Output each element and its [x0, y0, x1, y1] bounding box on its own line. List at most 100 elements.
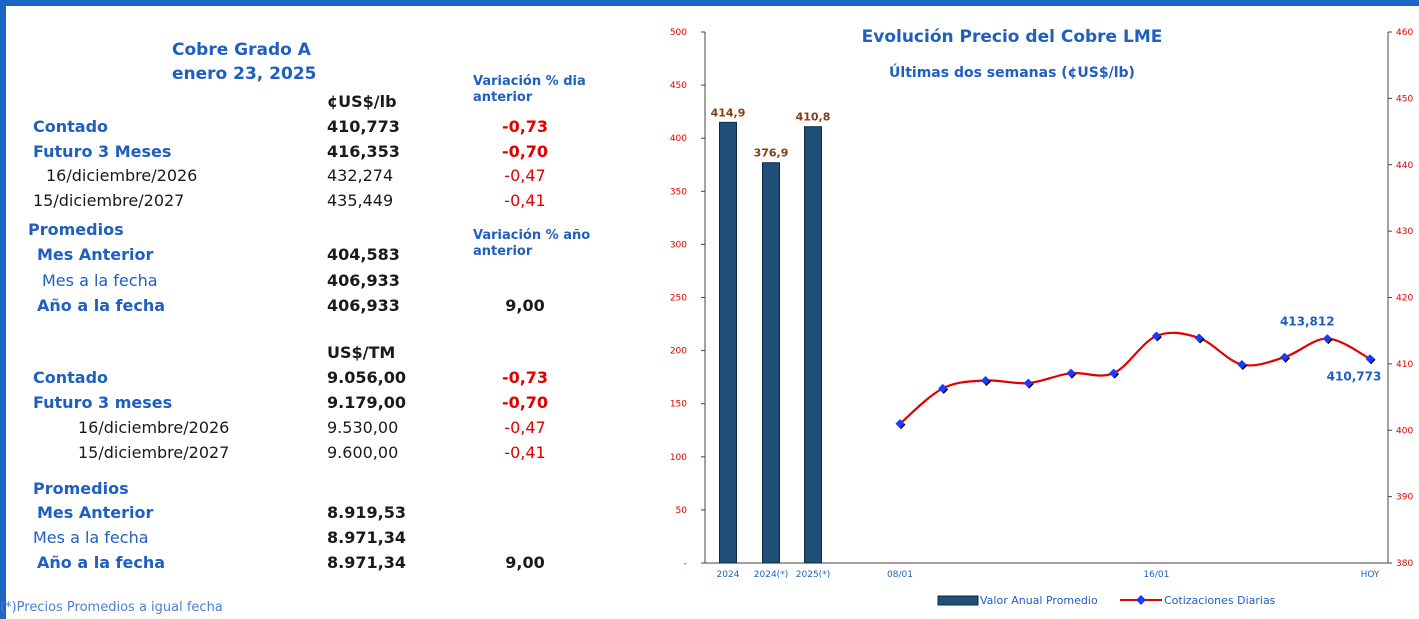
unit-lb-header: ¢US$/lb [327, 92, 397, 111]
row-value: 406,933 [327, 271, 400, 290]
copper-price-chart: Evolución Precio del Cobre LME Últimas d… [670, 27, 1414, 607]
bar-data-label: 410,8 [796, 111, 831, 124]
row-label: Mes a la fecha [33, 528, 149, 547]
row-variation: -0,73 [501, 368, 549, 387]
x-tick-label: 2024(*) [754, 570, 788, 580]
var-anio-header: Variación % año anterior [473, 228, 590, 260]
y-right-tick-label: 380 [1396, 559, 1413, 569]
bar-series: 414,9 2024 376,9 2024(*) 410,8 2025(*) [711, 106, 831, 580]
y-left-tick-label: 450 [670, 81, 687, 91]
row-value: 432,274 [327, 166, 394, 185]
x-tick-label: 16/01 [1143, 570, 1169, 580]
bar [719, 121, 737, 564]
x-tick-label: 2025(*) [796, 570, 830, 580]
point-data-label: 410,773 [1327, 370, 1382, 384]
unit-tm-header: US$/TM [327, 343, 396, 362]
table-title: Cobre Grado A [172, 40, 311, 60]
y-right-tick-label: 430 [1396, 227, 1413, 237]
row-variation: 9,00 [505, 553, 545, 572]
row-value: 9.179,00 [327, 393, 406, 412]
point [895, 419, 905, 429]
point [1023, 378, 1033, 388]
row-label: Año a la fecha [37, 553, 166, 572]
tm-promedios-title: Promedios [33, 479, 129, 498]
row-label: Futuro 3 Meses [33, 142, 172, 161]
chart-subtitle: Últimas dos semanas (¢US$/lb) [889, 63, 1135, 81]
row-value: 8.919,53 [327, 503, 406, 522]
x-tick-label: 2024 [717, 570, 740, 580]
lb-promedios-title: Promedios [28, 220, 124, 239]
bar [762, 162, 780, 564]
point [1066, 368, 1076, 378]
series-line [899, 331, 1371, 425]
y-left-tick-label: 250 [670, 294, 687, 304]
x-tick-label: 08/01 [887, 570, 913, 580]
row-value: 9.056,00 [327, 368, 406, 387]
row-value: 8.971,34 [327, 553, 406, 572]
row-label: Contado [33, 117, 109, 136]
y-left-tick-label: 100 [670, 453, 687, 463]
y-right-tick-label: 420 [1396, 294, 1413, 304]
row-value: 435,449 [327, 191, 394, 210]
table-date: enero 23, 2025 [172, 64, 317, 84]
point [938, 383, 948, 393]
y-left-tick-label: 200 [670, 347, 687, 357]
row-label: 16/diciembre/2026 [46, 166, 198, 185]
legend-line-marker [1136, 595, 1146, 605]
row-label: 15/diciembre/2027 [78, 443, 230, 462]
point [1237, 360, 1247, 370]
y-right-tick-label: 450 [1396, 94, 1413, 104]
line-series: 08/01 16/01 413,812 410,773 HOY [887, 315, 1381, 580]
chart-title: Evolución Precio del Cobre LME [862, 27, 1163, 47]
y-left-tick-label: 400 [670, 134, 687, 144]
row-value: 9.530,00 [327, 418, 399, 437]
row-label: Año a la fecha [37, 296, 166, 315]
row-variation: -0,70 [501, 142, 549, 161]
bar-data-label: 414,9 [711, 106, 746, 119]
row-label: Contado [33, 368, 109, 387]
point [1151, 331, 1161, 341]
y-right-tick-label: 390 [1396, 493, 1413, 503]
row-value: 410,773 [327, 117, 400, 136]
legend-line-label: Cotizaciones Diarias [1164, 594, 1276, 607]
var-anio-header-line2: anterior [473, 244, 533, 259]
point [1365, 354, 1375, 364]
footnote: (*)Precios Promedios a igual fecha [0, 600, 223, 615]
point [980, 375, 990, 385]
row-label: Mes Anterior [37, 245, 154, 264]
row-variation: -0,73 [501, 117, 549, 136]
point [1109, 368, 1119, 378]
point [1194, 333, 1204, 343]
y-left-tick-label: - [684, 559, 687, 569]
y-right-tick-label: 460 [1396, 28, 1413, 38]
y-right-tick-label: 410 [1396, 360, 1413, 370]
point [1322, 334, 1332, 344]
legend-bar-swatch [937, 595, 979, 606]
y-left-tick-label: 350 [670, 187, 687, 197]
row-variation: -0,41 [504, 191, 546, 210]
y-left-tick-label: 300 [670, 240, 687, 250]
row-value: 8.971,34 [327, 528, 406, 547]
y-left-tick-label: 150 [670, 400, 687, 410]
row-label: Mes Anterior [37, 503, 154, 522]
row-variation: -0,47 [504, 166, 546, 185]
x-tick-label: HOY [1361, 570, 1380, 580]
y-left-tick-label: 50 [676, 506, 688, 516]
y-right-tick-label: 400 [1396, 426, 1413, 436]
legend-bar-label: Valor Anual Promedio [980, 594, 1098, 607]
chart-axes: - 50 100 150 200 250 300 350 400 450 500 380 390 400 4… [670, 28, 1414, 569]
row-label: Mes a la fecha [42, 271, 158, 290]
row-label: 15/diciembre/2027 [33, 191, 185, 210]
y-left-tick-label: 500 [670, 28, 687, 38]
row-variation: -0,70 [501, 393, 549, 412]
row-value: 404,583 [327, 245, 400, 264]
row-value: 416,353 [327, 142, 400, 161]
var-anio-header-line1: Variación % año [473, 228, 591, 243]
var-dia-header-line1: Variación % dia [473, 74, 586, 89]
row-label: Futuro 3 meses [33, 393, 173, 412]
point-data-label: 413,812 [1280, 315, 1335, 329]
y-right-tick-label: 440 [1396, 161, 1413, 171]
row-value: 406,933 [327, 296, 400, 315]
chart-legend: Valor Anual Promedio Cotizaciones Diarias [937, 594, 1276, 607]
